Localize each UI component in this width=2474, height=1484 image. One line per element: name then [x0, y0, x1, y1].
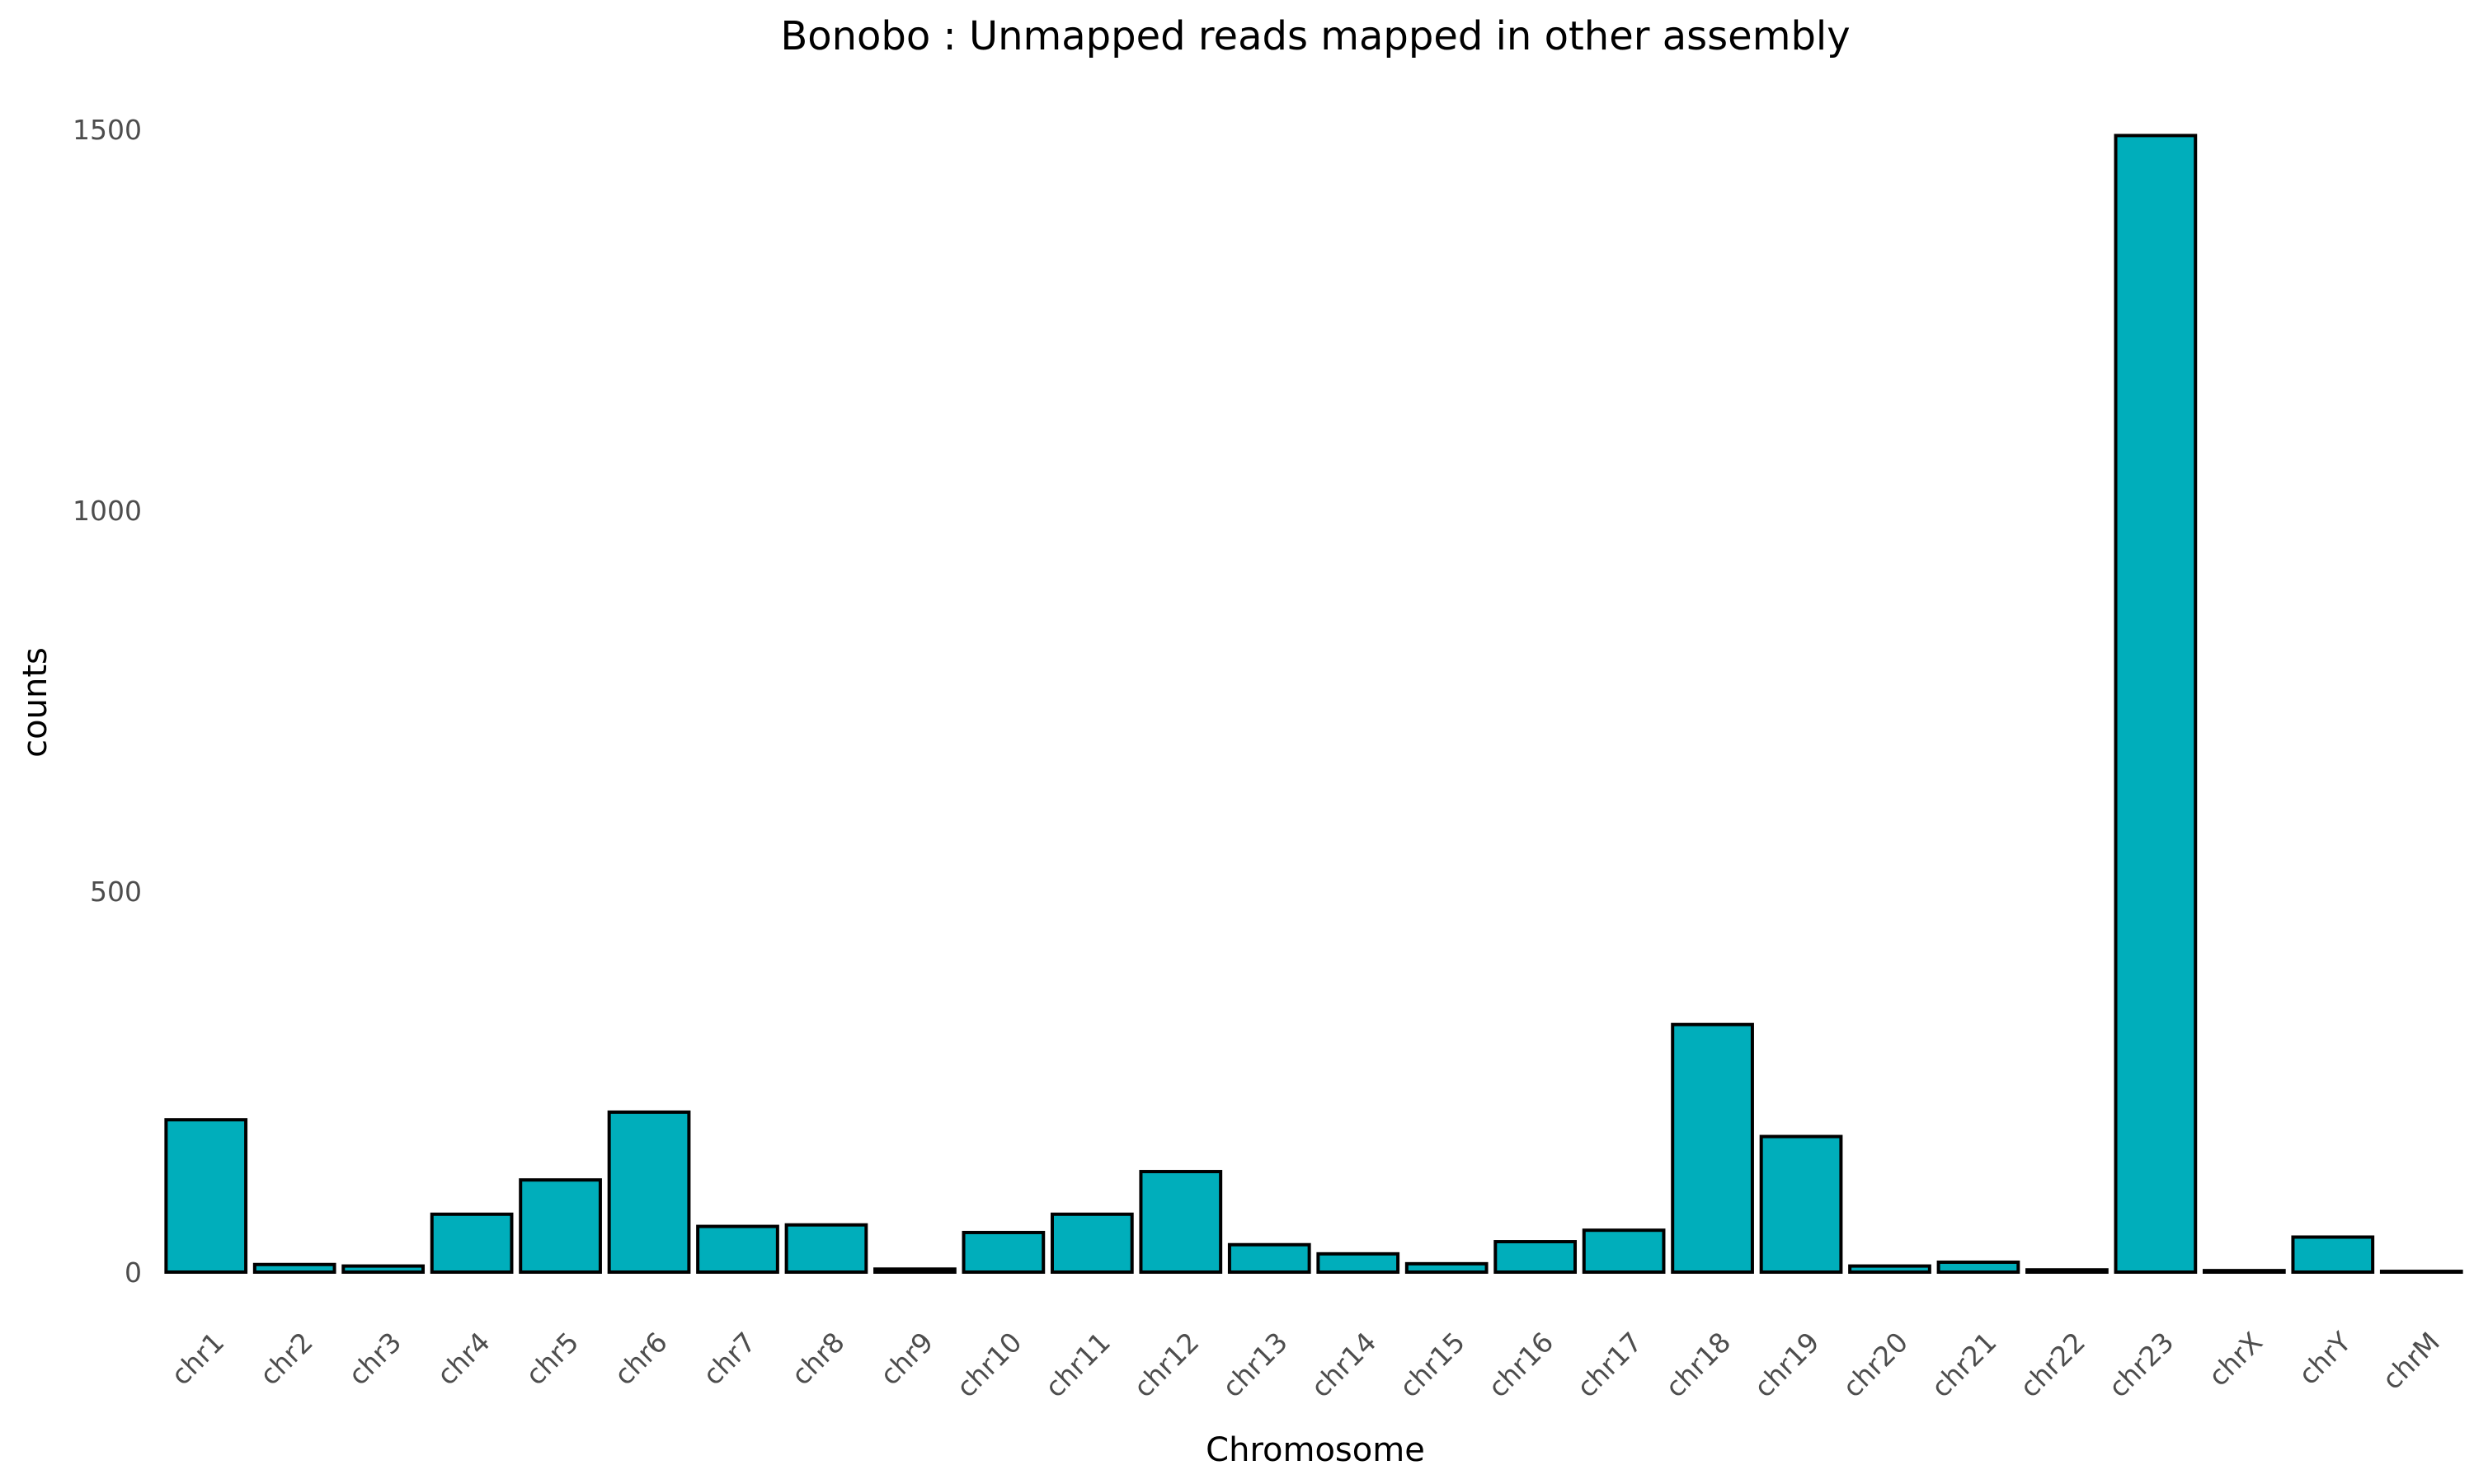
bar-chr22: [2025, 1268, 2109, 1275]
x-tick-label: chrX: [2202, 1326, 2269, 1392]
bar-chr18: [1671, 1022, 1754, 1274]
bar-chr17: [1582, 1228, 1666, 1275]
x-tick-label: chr2: [253, 1326, 319, 1392]
bar-chr3: [341, 1264, 426, 1275]
bar-chr9: [873, 1267, 957, 1274]
x-tick-label: chr13: [1216, 1326, 1293, 1403]
x-tick-label: chr9: [873, 1326, 939, 1392]
x-tick-label: chr4: [430, 1326, 496, 1392]
y-tick-label: 1500: [73, 114, 142, 146]
bar-chrX: [2202, 1269, 2286, 1274]
bar-chr15: [1404, 1261, 1489, 1275]
x-tick-label: chr19: [1747, 1326, 1825, 1403]
x-tick-label: chr21: [1925, 1326, 2002, 1403]
bar-chr1: [164, 1118, 248, 1274]
x-tick-label: chr1: [165, 1326, 231, 1392]
bar-chr23: [2114, 134, 2198, 1275]
bar-chr20: [1848, 1264, 1931, 1275]
y-axis-ticks: 0 500 1000 1500: [73, 114, 142, 1289]
y-tick-label: 1000: [73, 495, 142, 527]
x-tick-label: chr15: [1393, 1326, 1470, 1403]
x-tick-label: chr20: [1837, 1326, 1914, 1403]
x-tick-label: chr8: [785, 1326, 851, 1392]
x-tick-label: chr23: [2102, 1326, 2180, 1403]
bar-chr7: [696, 1224, 779, 1275]
x-tick-label: chr7: [697, 1326, 763, 1392]
x-tick-label: chr11: [1039, 1326, 1117, 1403]
x-tick-label: chr14: [1305, 1326, 1382, 1403]
chart-title: Bonobo : Unmapped reads mapped in other …: [780, 13, 1850, 59]
bar-chr14: [1316, 1252, 1400, 1274]
bar-chr16: [1493, 1240, 1578, 1275]
bar-chrY: [2291, 1235, 2375, 1274]
x-tick-label: chr3: [342, 1326, 408, 1392]
x-tick-label: chr12: [1127, 1326, 1205, 1403]
bars: [164, 134, 2463, 1275]
bar-chr6: [607, 1110, 691, 1274]
bar-chr5: [519, 1178, 602, 1275]
x-tick-label: chr6: [608, 1326, 674, 1392]
bar-chr12: [1139, 1170, 1223, 1274]
y-axis-title: counts: [16, 647, 54, 758]
x-tick-label: chrY: [2292, 1325, 2358, 1391]
bar-chr11: [1050, 1212, 1134, 1274]
bar-chr8: [784, 1223, 868, 1275]
x-tick-label: chr5: [520, 1326, 586, 1392]
bar-chr10: [962, 1230, 1046, 1275]
x-tick-label: chrM: [2376, 1326, 2446, 1396]
x-tick-label: chr18: [1659, 1326, 1737, 1403]
bar-chr2: [252, 1262, 336, 1275]
bar-chr21: [1936, 1260, 2020, 1275]
bar-chr19: [1759, 1134, 1843, 1274]
y-tick-label: 0: [125, 1256, 142, 1289]
x-axis-ticks: chr1 chr2 chr3 chr4 chr5 chr6 chr7 chr8 chr9 chr1…: [165, 1325, 2446, 1403]
y-tick-label: 500: [90, 876, 142, 908]
x-tick-label: chr10: [950, 1326, 1028, 1403]
x-axis-title: Chromosome: [1206, 1431, 1425, 1469]
x-tick-label: chr17: [1570, 1326, 1648, 1403]
bar-chr4: [430, 1212, 514, 1274]
bar-chr13: [1227, 1242, 1311, 1274]
bar-chrM: [2379, 1270, 2463, 1275]
x-tick-label: chr16: [1482, 1326, 1559, 1403]
x-tick-label: chr22: [2014, 1326, 2091, 1403]
